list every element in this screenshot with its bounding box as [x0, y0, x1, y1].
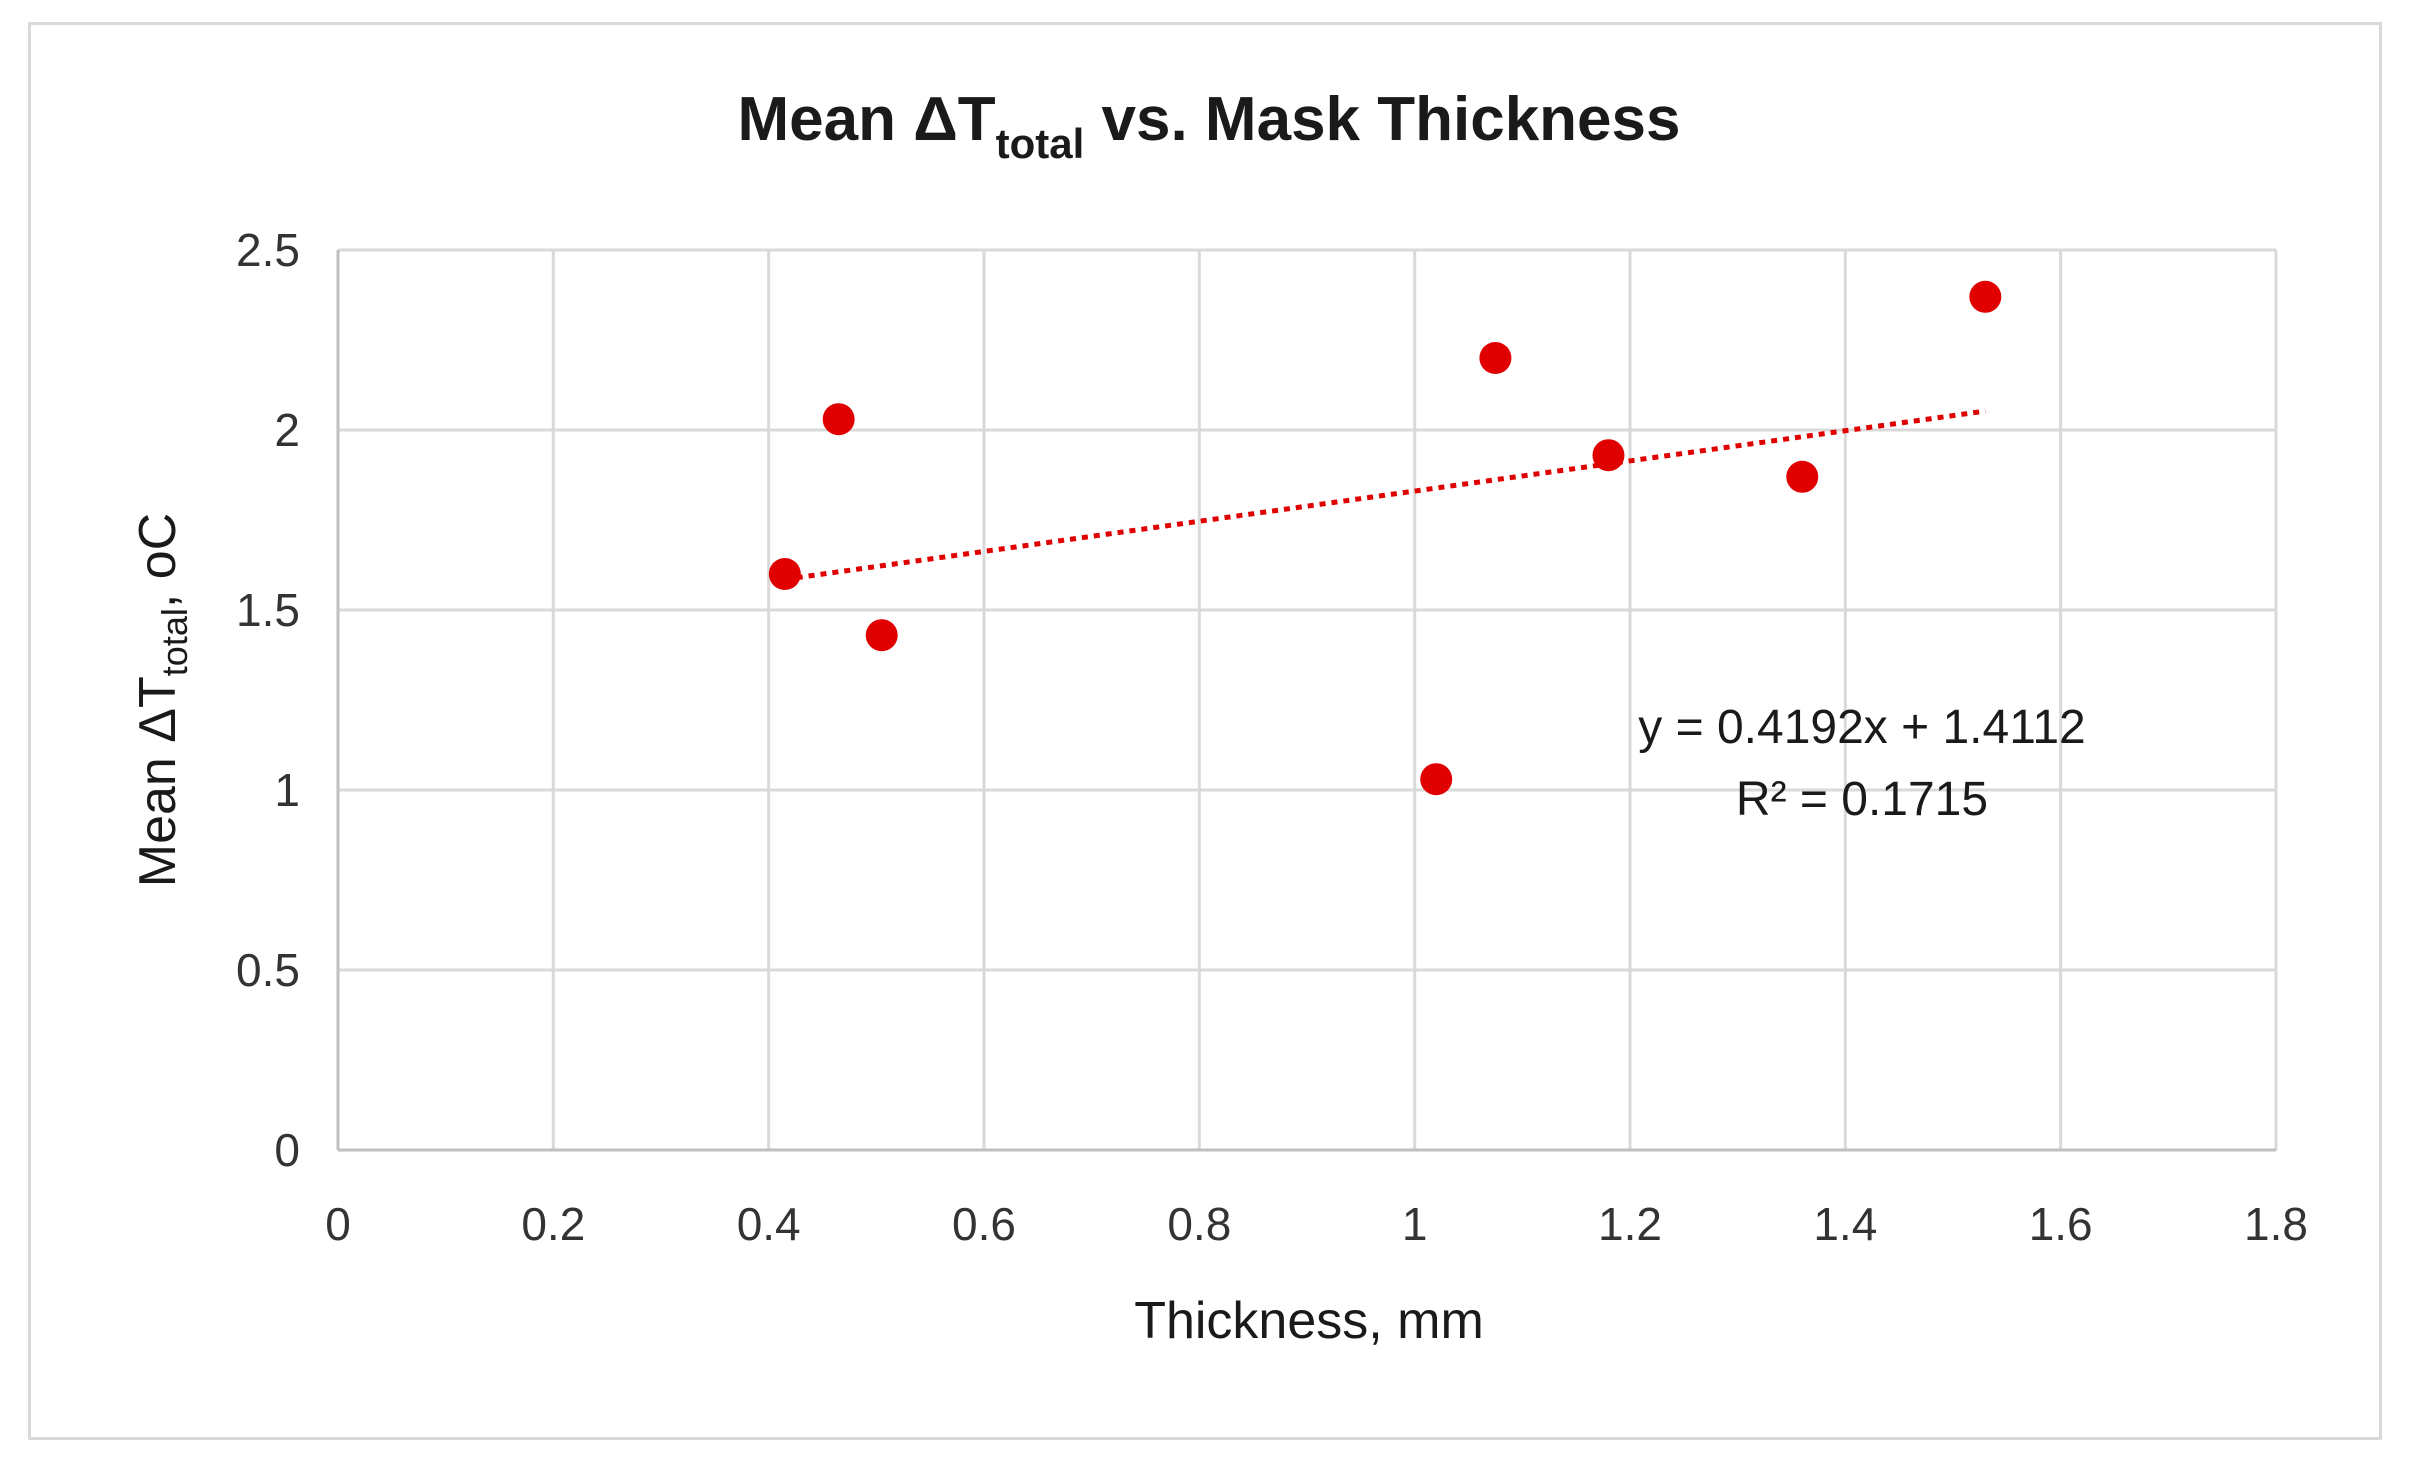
x-tick-label: 0.8 [1167, 1198, 1231, 1250]
trendline-layer [784, 408, 1986, 582]
y-axis-label-rest: , oC [129, 513, 187, 608]
data-point [1969, 280, 2002, 313]
data-point [1420, 763, 1453, 796]
y-tick-label: 2 [274, 404, 300, 456]
y-tick-labels: 0 0.5 1 1.5 2 2.5 [236, 224, 300, 1176]
x-tick-label: 1.2 [1598, 1198, 1662, 1250]
data-point [822, 403, 855, 436]
x-tick-label: 0.2 [521, 1198, 585, 1250]
x-tick-label: 1.6 [2029, 1198, 2093, 1250]
x-tick-label: 0.4 [737, 1198, 801, 1250]
y-tick-label: 0 [274, 1124, 300, 1176]
x-tick-label: 0.6 [952, 1198, 1016, 1250]
chart-title-main: Mean ΔT [737, 85, 995, 154]
data-point [768, 558, 801, 590]
y-tick-label: 0.5 [236, 944, 300, 996]
y-axis-label-subscript: total [154, 608, 195, 676]
data-points [768, 280, 2002, 796]
x-tick-label: 1.8 [2244, 1198, 2308, 1250]
trendline [784, 408, 1986, 582]
x-tick-labels: 0 0.2 0.4 0.6 0.8 1 1.2 1.4 1.6 1.8 [325, 1198, 2308, 1250]
trendline-equation: y = 0.4192x + 1.4112 [1638, 701, 2085, 754]
y-tick-label: 2.5 [236, 224, 300, 276]
data-point [865, 619, 898, 652]
y-tick-label: 1 [274, 764, 300, 816]
data-point [1479, 342, 1512, 374]
data-point [1592, 439, 1625, 472]
x-axis-label: Thickness, mm [1134, 1292, 1484, 1350]
chart-title-subscript: total [996, 120, 1085, 167]
y-tick-label: 1.5 [236, 584, 300, 636]
chart-title: Mean ΔTtotal vs. Mask Thickness [737, 85, 1680, 167]
chart-frame [28, 22, 2382, 1440]
x-tick-label: 1 [1402, 1198, 1428, 1250]
axes [336, 250, 2276, 1152]
y-axis-label-main: Mean ΔT [129, 676, 187, 887]
x-tick-label: 0 [325, 1198, 351, 1250]
r-squared-label: R² = 0.1715 [1736, 773, 1988, 826]
x-tick-label: 1.4 [1813, 1198, 1877, 1250]
chart-title-rest: vs. Mask Thickness [1084, 85, 1680, 154]
y-axis-label: Mean ΔTtotal, oC [129, 513, 195, 887]
data-point [1786, 460, 1819, 493]
gridlines [338, 248, 2278, 1150]
